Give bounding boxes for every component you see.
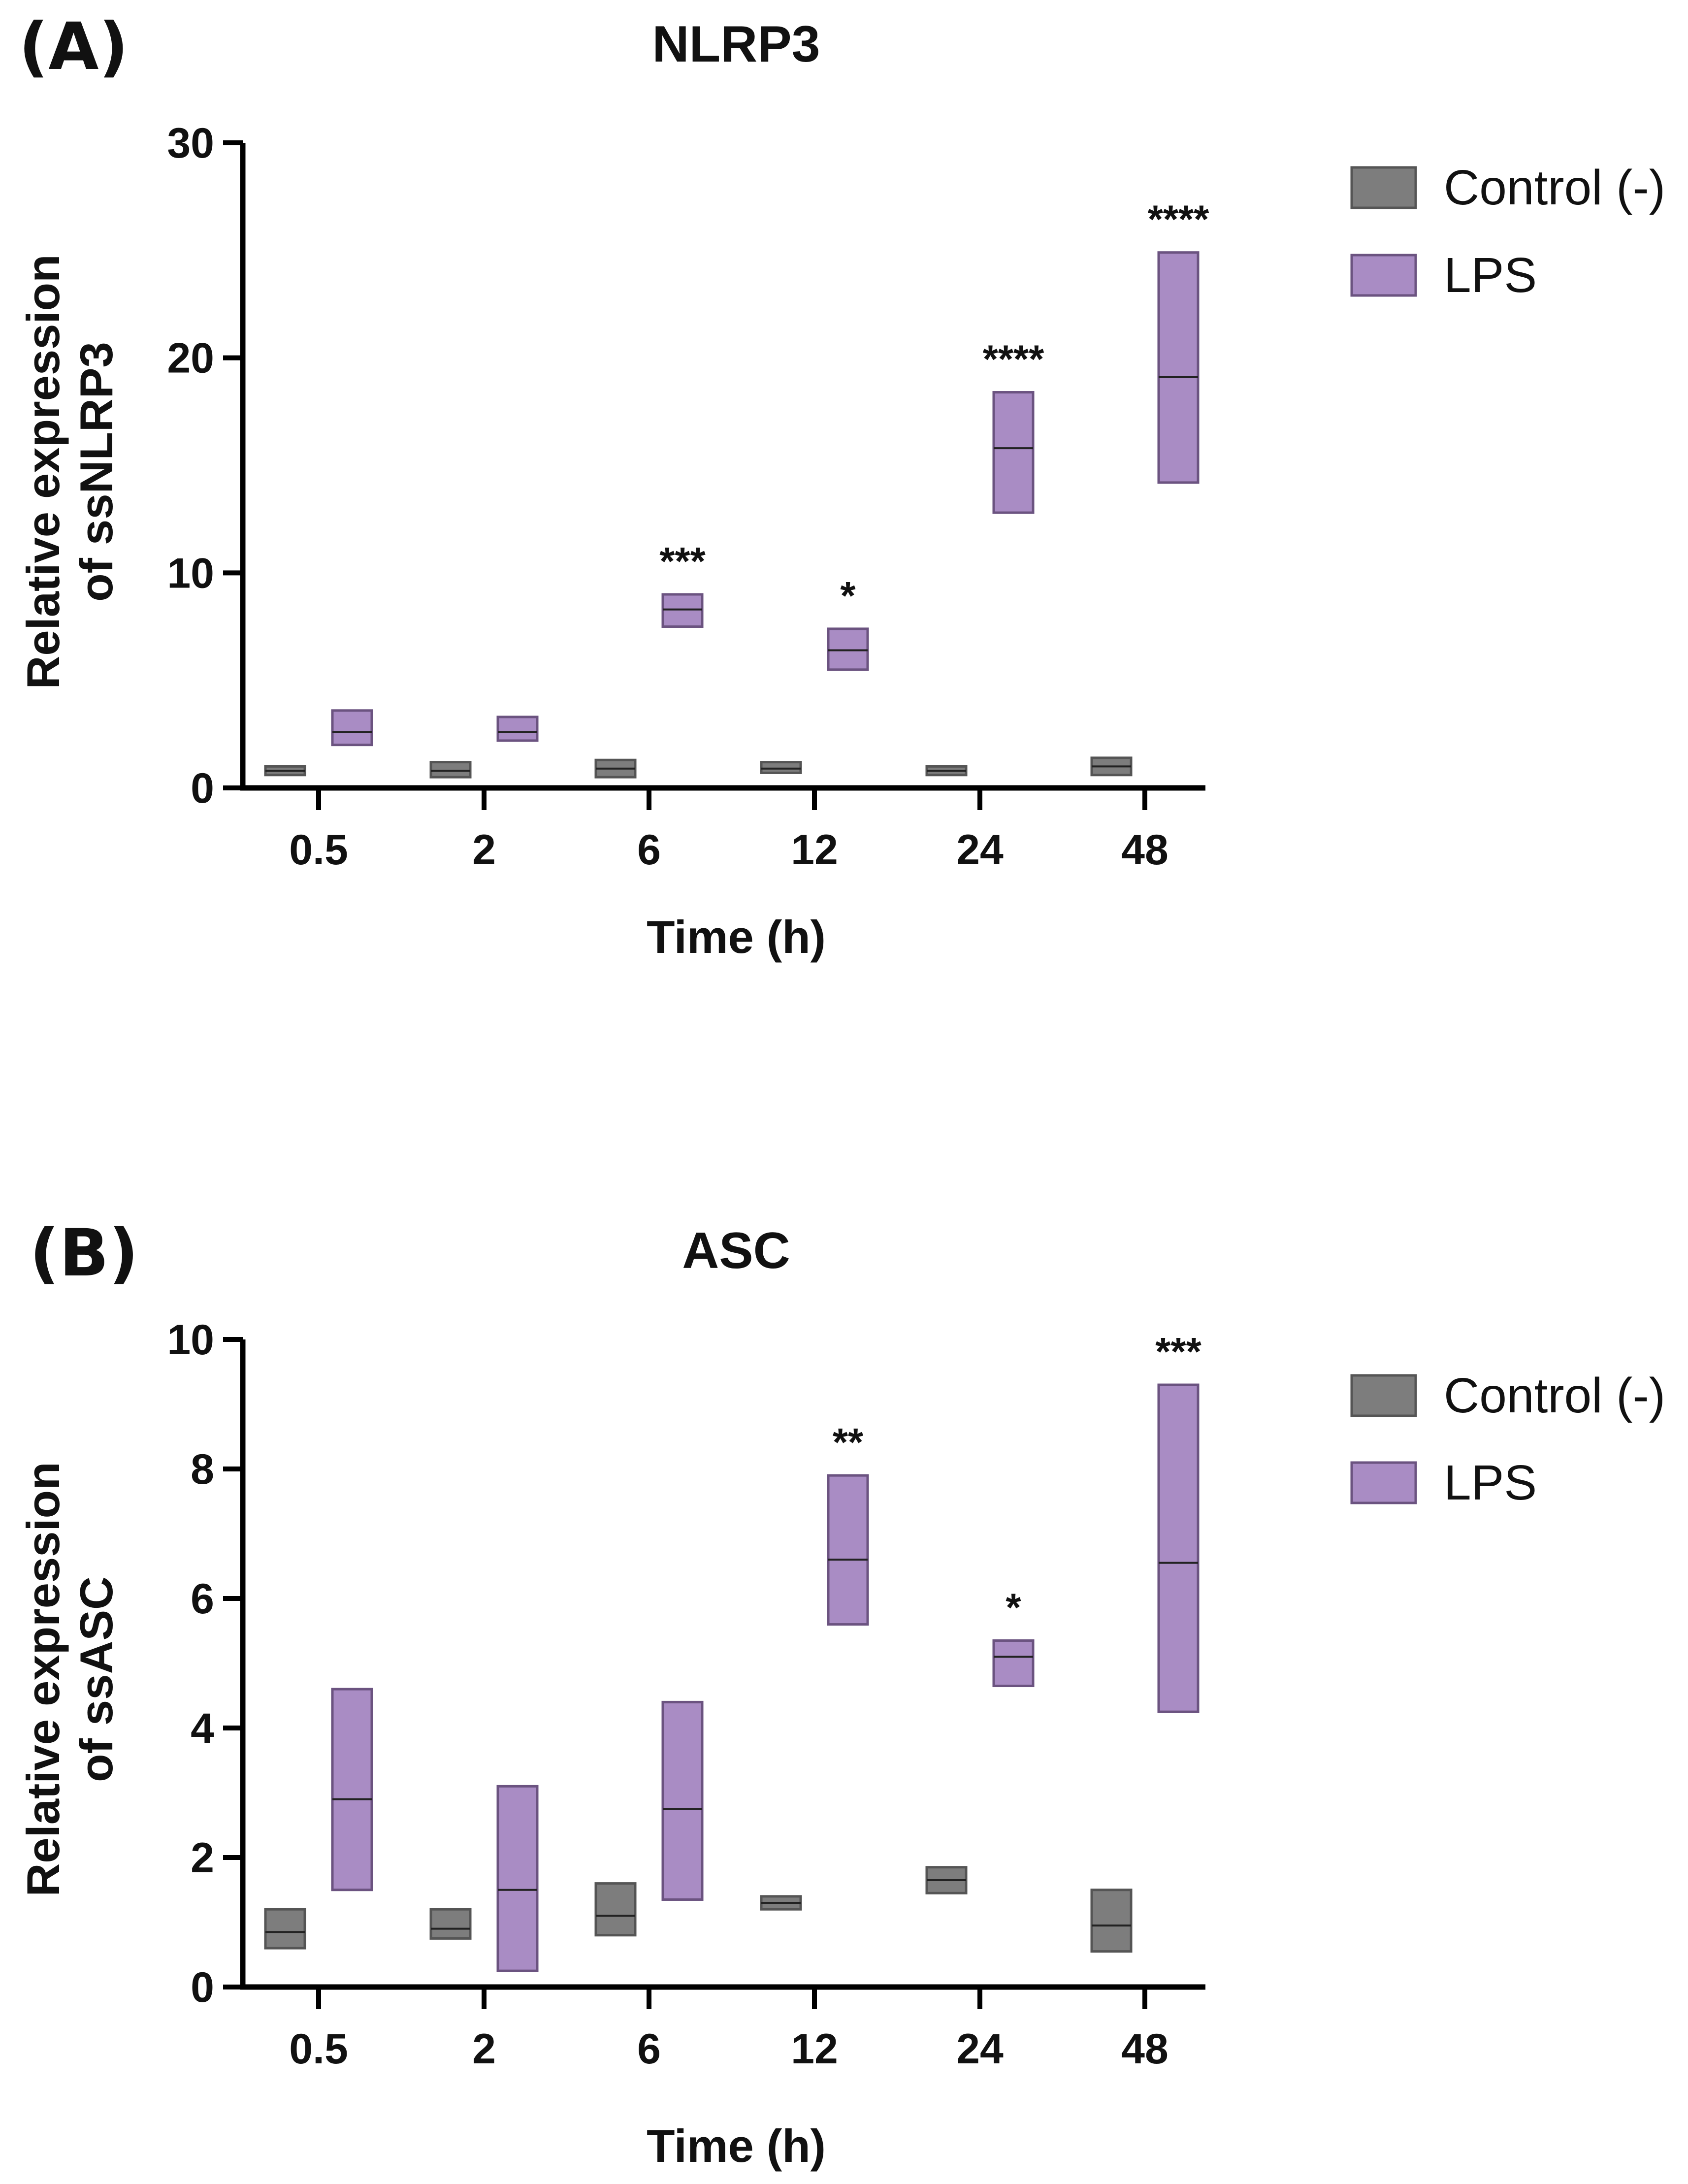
legend-label-lps: LPS xyxy=(1444,1455,1537,1510)
x-tick-label: 24 xyxy=(956,2025,1004,2073)
box-control xyxy=(594,1882,637,1937)
x-tick-label: 0.5 xyxy=(289,2025,348,2073)
y-tick-label: 2 xyxy=(191,1834,214,1882)
x-tick-label: 48 xyxy=(1121,2025,1169,2073)
box-lps xyxy=(827,1474,869,1626)
box-lps xyxy=(1157,251,1200,484)
significance-label: *** xyxy=(659,539,706,583)
box-lps xyxy=(331,1688,373,1891)
x-axis-label-a: Time (h) xyxy=(647,911,826,963)
panel-a: (A) NLRP3 Time (h) Relative expression o… xyxy=(17,9,1665,963)
y-axis-label-b-line1: Relative expression xyxy=(17,1462,69,1897)
legend-swatch-control xyxy=(1350,166,1417,209)
box-lps xyxy=(661,593,704,628)
significance-label: *** xyxy=(1155,1330,1201,1373)
x-tick-label: 12 xyxy=(791,826,838,874)
x-tick-label: 6 xyxy=(637,826,661,874)
x-tick-label: 12 xyxy=(791,2025,838,2073)
legend-swatch-lps xyxy=(1350,1461,1417,1504)
chart-title-a: NLRP3 xyxy=(652,16,820,73)
box-control xyxy=(1090,1889,1133,1953)
box-lps xyxy=(661,1700,704,1901)
y-axis-label-a-line2: of ssNLRP3 xyxy=(70,342,122,602)
x-tick-label: 24 xyxy=(956,826,1004,874)
legend-a: Control (-) LPS xyxy=(1350,160,1665,303)
y-tick-label: 8 xyxy=(191,1446,214,1493)
legend-label-lps: LPS xyxy=(1444,248,1537,303)
box-lps xyxy=(992,391,1035,514)
y-tick-label: 20 xyxy=(167,335,214,382)
legend-label-control: Control (-) xyxy=(1444,160,1665,215)
box-lps xyxy=(496,716,539,742)
x-tick-label: 0.5 xyxy=(289,826,348,874)
box-control xyxy=(429,761,472,779)
y-tick-label: 0 xyxy=(191,765,214,812)
panel-label-a: (A) xyxy=(19,9,129,85)
y-tick-label: 4 xyxy=(191,1705,214,1752)
box-lps xyxy=(496,1785,539,1972)
x-tick-label: 48 xyxy=(1121,826,1169,874)
legend-swatch-control xyxy=(1350,1374,1417,1417)
significance-label: * xyxy=(1006,1585,1021,1629)
x-axis-label-b: Time (h) xyxy=(647,2120,826,2172)
box-control xyxy=(760,761,802,774)
x-tick-label: 2 xyxy=(472,2025,496,2073)
box-control xyxy=(429,1908,472,1940)
y-tick-label: 30 xyxy=(167,120,214,167)
panel-b: (B) ASC Time (h) Relative expression of … xyxy=(17,1215,1665,2172)
box-lps xyxy=(1157,1383,1200,1713)
legend-b: Control (-) LPS xyxy=(1350,1368,1665,1510)
y-tick-label: 10 xyxy=(167,550,214,597)
panel-label-b: (B) xyxy=(30,1215,138,1291)
significance-label: **** xyxy=(1148,197,1209,241)
box-lps xyxy=(992,1639,1035,1688)
y-axis-label-a-line1: Relative expression xyxy=(17,255,69,689)
y-axis-label-b-line2: of ssASC xyxy=(70,1576,122,1782)
chart-title-b: ASC xyxy=(682,1222,790,1279)
box-control xyxy=(264,1908,306,1950)
legend-label-control: Control (-) xyxy=(1444,1368,1665,1423)
box-lps xyxy=(331,709,373,747)
y-tick-label: 10 xyxy=(167,1316,214,1364)
y-tick-label: 0 xyxy=(191,1964,214,2011)
significance-label: ** xyxy=(833,1420,864,1464)
legend-swatch-lps xyxy=(1350,254,1417,297)
significance-label: * xyxy=(840,574,856,618)
x-tick-label: 2 xyxy=(472,826,496,874)
box-lps xyxy=(827,627,869,671)
x-tick-label: 6 xyxy=(637,2025,661,2073)
significance-label: **** xyxy=(983,337,1044,381)
y-tick-label: 6 xyxy=(191,1575,214,1623)
